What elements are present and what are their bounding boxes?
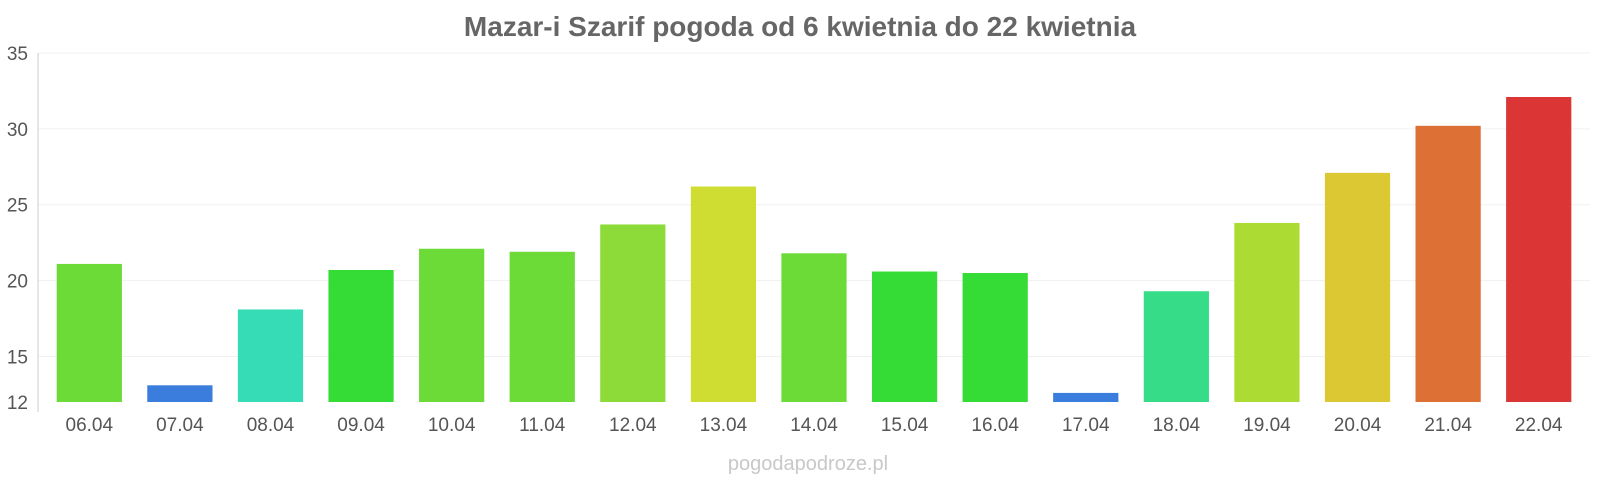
- bar: [1143, 291, 1209, 402]
- bar: [1415, 125, 1481, 403]
- bar: [781, 253, 847, 402]
- x-tick-label: 09.04: [337, 415, 385, 436]
- chart-title: Mazar-i Szarif pogoda od 6 kwietnia do 2…: [464, 11, 1137, 42]
- x-tick-label: 19.04: [1243, 415, 1291, 436]
- x-tick-label: 10.04: [428, 415, 476, 436]
- x-tick-label: 15.04: [881, 415, 929, 436]
- y-tick-label: 15: [7, 347, 28, 368]
- x-tick-label: 12.04: [609, 415, 657, 436]
- bar: [1234, 222, 1300, 402]
- x-tick-label: 08.04: [247, 415, 295, 436]
- x-tick-label: 21.04: [1424, 415, 1472, 436]
- y-tick-label: 25: [7, 196, 28, 217]
- bar: [419, 248, 485, 402]
- x-tick-label: 14.04: [790, 415, 838, 436]
- bars: [56, 97, 1572, 403]
- y-tick-label: 20: [7, 272, 28, 293]
- y-tick-label: 35: [7, 44, 28, 65]
- bar: [600, 224, 666, 402]
- bar: [237, 309, 304, 402]
- bar: [147, 385, 213, 402]
- x-tick-label: 11.04: [519, 415, 566, 436]
- bar: [328, 269, 394, 402]
- bar: [509, 251, 575, 402]
- x-tick-label: 07.04: [156, 415, 204, 436]
- bar: [1506, 97, 1572, 403]
- x-tick-label: 17.04: [1062, 415, 1110, 436]
- watermark: pogodapodroze.pl: [728, 453, 888, 475]
- y-tick-label: 12: [7, 393, 28, 414]
- bar: [56, 263, 122, 402]
- bar: [1324, 172, 1391, 402]
- x-tick-label: 18.04: [1153, 415, 1201, 436]
- x-tick-label: 06.04: [66, 415, 114, 436]
- bar: [1053, 392, 1119, 402]
- bar: [962, 273, 1028, 402]
- y-tick-label: 30: [7, 120, 28, 141]
- y-axis-ticks: 12 15 20 25 30 35: [7, 44, 28, 414]
- bar: [690, 186, 757, 402]
- x-axis-ticks: 06.04 07.04 08.04 09.04 10.04 11.04 12.04 13.04…: [66, 415, 1563, 436]
- x-tick-label: 13.04: [700, 415, 748, 436]
- x-tick-label: 20.04: [1334, 415, 1382, 436]
- x-tick-label: 16.04: [971, 415, 1019, 436]
- bar: [871, 271, 938, 402]
- x-tick-label: 22.04: [1515, 415, 1563, 436]
